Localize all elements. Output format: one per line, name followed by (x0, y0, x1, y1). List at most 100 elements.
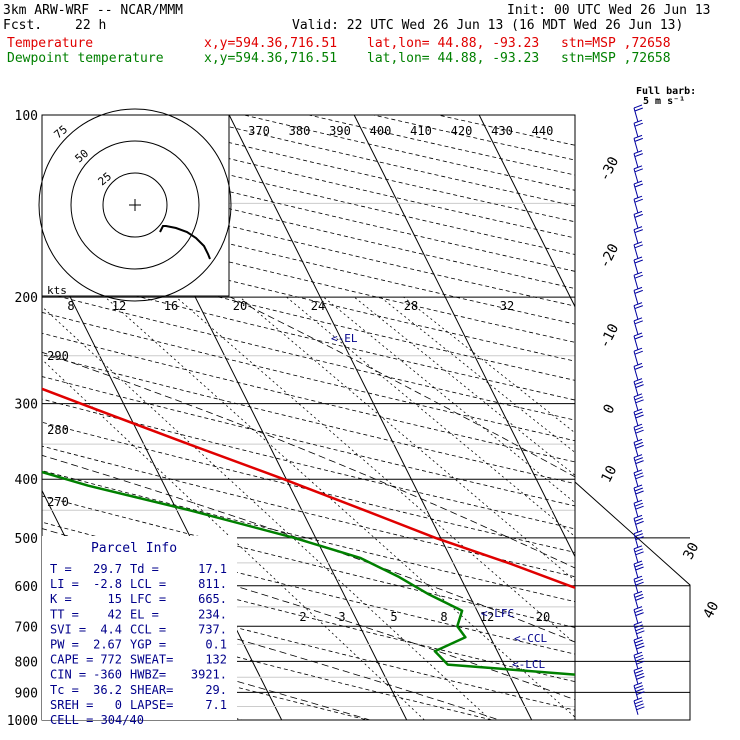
wind-barb-flag (634, 517, 643, 522)
barb-panel-border (574, 481, 691, 721)
parcel-info-title: Parcel Info (91, 541, 177, 556)
legend-temperature-station: stn=MSP ,72658 (561, 36, 671, 51)
wind-barb-flag (633, 514, 643, 519)
dry-adiabat-line (373, 115, 575, 161)
wind-barb-staff (633, 320, 639, 335)
wind-barb-staff (633, 411, 639, 427)
wind-barb (633, 317, 643, 335)
mixing-ratio-tick-label: 20 (536, 610, 550, 624)
wind-barb-staff (633, 229, 639, 244)
legend-temperature: Temperature (7, 36, 94, 51)
parcel-info-label: PW = (50, 638, 79, 652)
hodograph-kts-label: kts (47, 284, 67, 297)
wind-barb-flag (633, 469, 643, 474)
dry-adiabat-line (42, 332, 575, 463)
wind-barb-staff (633, 579, 639, 594)
el-level-label: <-EL (331, 332, 358, 345)
wind-barb-flag (633, 256, 643, 261)
mixing-ratio-tick-label: 5 (390, 610, 397, 624)
wind-barb-flag (634, 654, 643, 659)
wind-barb (633, 226, 643, 244)
wind-barb-staff (633, 518, 639, 533)
wind-barb (633, 119, 643, 138)
wind-barb (633, 606, 644, 624)
valid-time: Valid: 22 UTC Wed 26 Jun 13 (16 MDT Wed … (292, 18, 684, 33)
wind-barb-flag (635, 657, 644, 662)
wind-barb-flag (634, 335, 643, 340)
model-title: 3km ARW-WRF -- NCAR/MMM (3, 3, 184, 18)
wind-barb-flag (633, 286, 643, 291)
parcel-info-value: 2.67 (93, 638, 122, 652)
wind-barb (633, 150, 643, 168)
wind-barb-staff (633, 503, 639, 518)
parcel-info-value: 15 (108, 592, 122, 606)
wind-barb-flag (635, 627, 644, 632)
mixing-ratio-line (286, 296, 575, 538)
moist-adiabat-line (42, 625, 372, 720)
parcel-info-value: 234. (198, 607, 227, 621)
wind-barb-staff (633, 107, 639, 123)
mixing-ratio-tick-label: 8 (67, 299, 74, 313)
wind-barb-flag (634, 563, 643, 568)
legend-temperature-latlon: lat,lon= 44.88, -93.23 (367, 36, 540, 51)
forecast-label: Fcst. (3, 18, 43, 33)
wind-barb-flag (635, 444, 644, 449)
wind-barb-staff (633, 563, 639, 579)
wind-barb-staff (633, 700, 639, 715)
mixing-ratio-tick-label: 12 (112, 299, 126, 313)
parcel-info-label: Tc = (50, 683, 79, 697)
wind-barb-flag (634, 229, 643, 234)
theta-tick-label: 400 (370, 124, 392, 138)
wind-barb-flag (634, 244, 643, 249)
mixing-ratio-tick-label: 8 (440, 610, 447, 624)
ccl-level-label: <-CCL (514, 632, 547, 645)
wind-barb-flag (635, 384, 644, 389)
hodograph-ring (102, 172, 168, 238)
wind-barb-flag (635, 399, 644, 404)
theta-tick-label: 280 (47, 423, 69, 437)
wind-barb-staff (633, 275, 639, 290)
dry-adiabat-line (42, 470, 575, 603)
wind-barb (633, 499, 644, 518)
wind-barb-flag (633, 606, 643, 611)
parcel-info-value: 17.1 (198, 562, 227, 576)
wind-barb (633, 256, 643, 275)
wind-barb (633, 438, 644, 457)
wind-barb-staff (633, 305, 639, 320)
theta-tick-label: 290 (47, 349, 69, 363)
wind-barb-flag (633, 408, 643, 413)
wind-barb (633, 636, 645, 655)
wind-barb-staff (633, 199, 639, 214)
parcel-info-label: CIN = (50, 668, 86, 682)
wind-barb-flag (634, 700, 643, 705)
wind-barb (633, 165, 643, 183)
wind-barb-flag (634, 533, 643, 538)
parcel-info-value: -2.8 (93, 577, 122, 591)
wind-barb-staff (633, 670, 639, 685)
wind-barb-flag (633, 347, 643, 352)
wind-barb-flag (633, 682, 643, 687)
wind-barb-flag (634, 305, 643, 310)
parcel-info-panel (42, 536, 237, 720)
wind-barb-flag (634, 320, 643, 325)
wind-barb (633, 302, 643, 320)
wind-barb (633, 332, 643, 351)
parcel-info-label: CAPE = (50, 653, 93, 667)
mixing-ratio-line (104, 296, 575, 718)
wind-barb-flag (633, 332, 643, 337)
wind-barb (633, 241, 643, 259)
wind-barb-flag (633, 499, 643, 504)
mixing-ratio-line (323, 296, 575, 504)
wind-barb-flag (633, 423, 643, 428)
mixing-ratio-line (354, 296, 575, 476)
wind-barb-flag (633, 378, 643, 383)
wind-barb-flag (634, 457, 643, 462)
wind-barb (633, 560, 644, 579)
parcel-info-label: YGP = (130, 638, 166, 652)
wind-barb-flag (633, 271, 643, 276)
wind-barb-staff (633, 487, 639, 503)
forecast-hour: 22 h (75, 18, 107, 33)
wind-barb (633, 454, 644, 472)
wind-barb-flag (636, 691, 645, 696)
